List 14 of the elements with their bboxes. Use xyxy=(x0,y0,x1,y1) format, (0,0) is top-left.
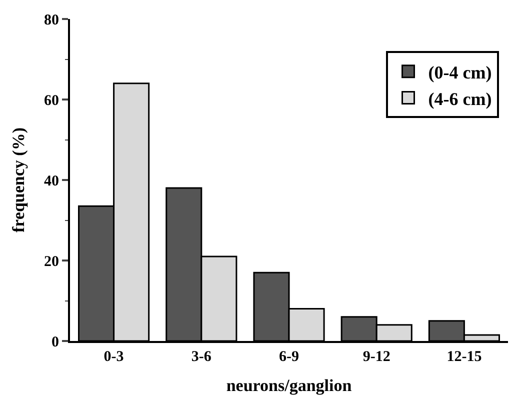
y-tick-label: 40 xyxy=(44,173,59,190)
y-tick-label: 0 xyxy=(52,334,59,350)
y-tick-label: 20 xyxy=(44,254,59,270)
x-axis-title: neurons/ganglion xyxy=(226,376,352,395)
legend-label: (0-4 cm) xyxy=(428,62,492,82)
x-tick-label: 0-3 xyxy=(104,349,124,365)
x-tick-label: 9-12 xyxy=(362,349,390,365)
y-axis-title: frequency (%) xyxy=(9,128,28,232)
x-tick-label: 6-9 xyxy=(279,349,299,365)
x-tick-label: 12-15 xyxy=(446,349,482,365)
legend-label: (4-6 cm) xyxy=(428,88,492,109)
x-tick-label: 3-6 xyxy=(191,349,212,365)
y-tick-label: 60 xyxy=(44,92,59,109)
y-tick-label: 80 xyxy=(44,12,59,28)
